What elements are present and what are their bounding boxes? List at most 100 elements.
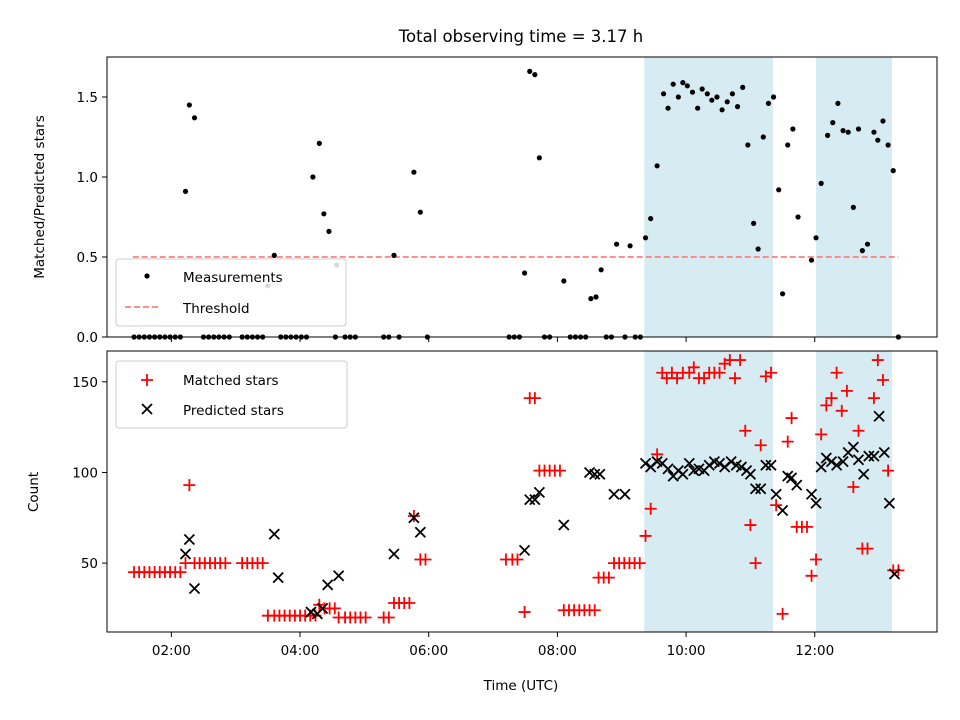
measurement-point (813, 235, 819, 241)
panel-bottom-frame (106, 350, 938, 633)
matched-star-point (633, 557, 646, 570)
measurement-point (186, 102, 192, 108)
matched-star-point (820, 399, 833, 412)
matched-star-point (749, 557, 762, 570)
matched-star-point (651, 448, 664, 461)
predicted-star-point (316, 602, 329, 615)
bottom-xtick-label: 06:00 (409, 643, 448, 659)
chart-title: Total observing time = 3.17 h (398, 27, 643, 46)
predicted-star-point (529, 494, 541, 506)
predicted-star-point (408, 512, 420, 524)
measurement-point (885, 142, 891, 148)
predicted-star-point (837, 455, 849, 468)
measurement-point (684, 83, 690, 89)
matched-star-point (882, 464, 895, 477)
top-legend: Measurements Threshold (115, 258, 347, 327)
predicted-star-point (594, 468, 606, 480)
matched-star-point (359, 611, 372, 624)
predicted-star-point (785, 472, 798, 484)
matched-star-point (588, 604, 601, 617)
measurement-point (310, 174, 316, 180)
predicted-star-point (830, 459, 843, 471)
measurement-point (751, 220, 757, 226)
shaded-interval (644, 57, 773, 337)
measurement-point (561, 278, 567, 284)
predicted-star-point (755, 483, 767, 495)
measurement-point (411, 169, 417, 175)
measurement-point (859, 248, 865, 254)
matched-star-point (867, 392, 880, 405)
bottom-legend: Matched stars Predicted stars (115, 360, 348, 429)
measurement-point (880, 118, 886, 124)
measurement-point (648, 216, 654, 222)
bottom-ytick-label: 150 (72, 375, 98, 391)
matched-star-point (723, 354, 736, 367)
measurement-point (855, 126, 862, 132)
top-y-axis-label: Matched/Predicted stars (32, 115, 48, 278)
predicted-star-point (883, 497, 896, 509)
measurement-point (875, 137, 881, 143)
legend-matched-label: Matched stars (183, 373, 279, 389)
measurement-point (729, 91, 735, 97)
measurement-point (850, 204, 856, 210)
measurement-point (675, 94, 681, 100)
bottom-xtick-label: 12:00 (795, 643, 834, 659)
predicted-star-point (662, 463, 674, 475)
measurement-point (704, 91, 710, 97)
bottom-ytick-label: 100 (72, 465, 98, 481)
matched-star-point (713, 366, 726, 379)
bottom-legend-box (115, 360, 348, 429)
measurement-point (689, 89, 696, 95)
measurement-point (536, 155, 542, 161)
predicted-star-point (332, 570, 345, 582)
measurement-point (864, 241, 871, 247)
matched-star-point (602, 571, 615, 584)
panel-top: 0.0 0.5 1.0 1.5 Matched/Predicted stars Mea… (32, 56, 938, 346)
predicted-star-point (744, 468, 757, 480)
predicted-star-point (776, 504, 789, 517)
measurement-point (779, 291, 786, 297)
shaded-interval (816, 57, 892, 337)
matched-star-point (734, 354, 747, 367)
matched-star-point (847, 480, 860, 493)
matched-star-point (861, 542, 874, 555)
bottom-xtick-label: 08:00 (538, 643, 577, 659)
matched-star-point (660, 372, 673, 385)
predicted-star-point (825, 455, 838, 468)
predicted-star-point (847, 441, 859, 453)
measurement-point (714, 94, 720, 100)
x-axis-label: Time (UTC) (483, 678, 559, 694)
measurement-point (835, 100, 841, 106)
matched-star-point (511, 553, 524, 566)
matched-star-point (518, 606, 531, 619)
measurement-point (391, 252, 397, 258)
measurement-point (613, 241, 620, 247)
top-legend-box (115, 258, 347, 327)
measurement-point (417, 209, 423, 215)
legend-measurements-marker (144, 273, 150, 279)
matched-star-point (785, 412, 798, 425)
measurement-point (724, 99, 730, 105)
measurement-point (808, 257, 815, 263)
matched-star-point (665, 366, 678, 379)
measurement-point (818, 180, 824, 186)
matched-star-point (781, 435, 794, 448)
predicted-star-point (858, 468, 870, 480)
predicted-star-point (683, 457, 695, 470)
predicted-star-point (268, 528, 280, 540)
top-ytick-label: 1.5 (77, 90, 98, 106)
matched-star-point (639, 529, 652, 542)
matched-star-point (776, 607, 789, 620)
matched-star-point (671, 372, 684, 385)
top-ytick-label: 0.5 (77, 250, 98, 266)
matched-star-point (328, 602, 341, 615)
predicted-star-point (878, 446, 890, 459)
predicted-star-point (322, 579, 334, 591)
measurement-point (660, 91, 667, 97)
matched-star-point (835, 404, 848, 417)
bottom-ytick-label: 50 (81, 556, 98, 572)
matched-star-point (739, 424, 752, 437)
predicted-star-point (765, 459, 777, 471)
